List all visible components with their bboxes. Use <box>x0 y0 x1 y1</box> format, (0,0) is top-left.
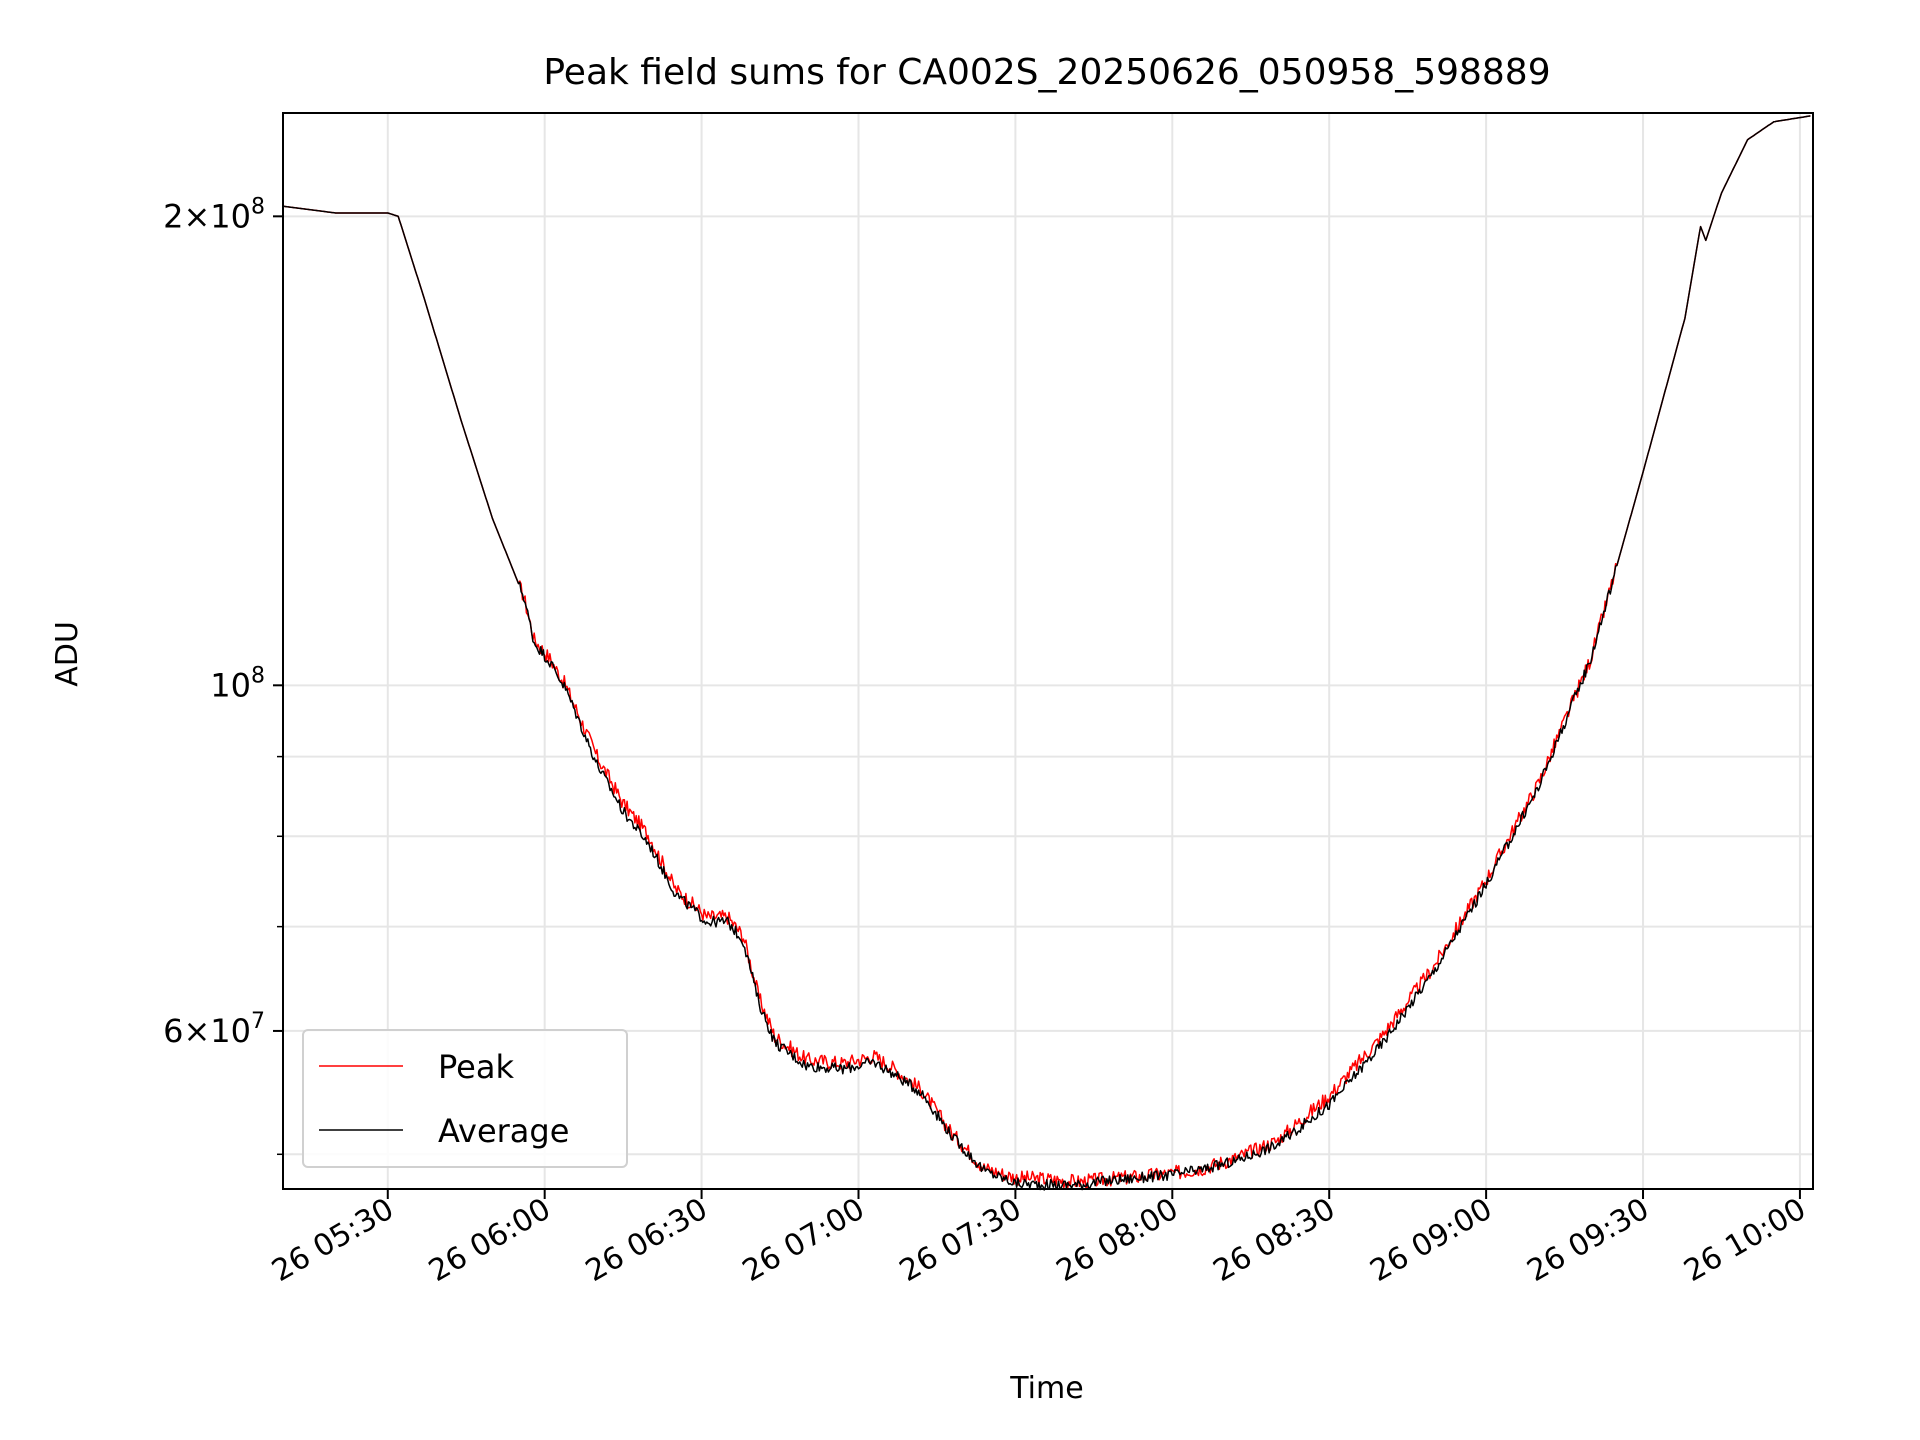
y-tick-label: 108 <box>210 663 265 704</box>
legend-label-peak: Peak <box>438 1048 514 1086</box>
plot-frame <box>282 112 1814 1190</box>
legend-label-average: Average <box>438 1112 569 1150</box>
legend: Peak Average <box>302 1029 628 1168</box>
y-axis-label: ADU <box>50 621 85 687</box>
chart-title: Peak field sums for CA002S_20250626_0509… <box>543 52 1550 93</box>
series-lines <box>283 115 1811 1191</box>
y-tick-label: 2×108 <box>163 194 265 235</box>
gridlines <box>283 113 1813 1189</box>
legend-box <box>302 1029 628 1168</box>
y-axis-ticks: 2×108 108 6×107 <box>163 194 283 1156</box>
x-axis-label: Time <box>1009 1371 1083 1406</box>
y-tick-label: 6×107 <box>163 1009 265 1050</box>
series-line-average <box>283 115 1811 1191</box>
